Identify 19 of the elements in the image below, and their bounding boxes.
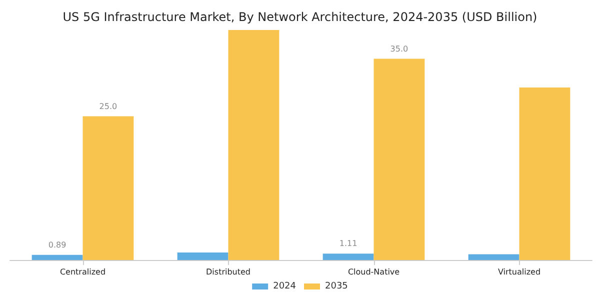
bar <box>374 58 425 260</box>
bar <box>519 88 570 260</box>
x-tick-label: Centralized <box>60 268 106 276</box>
bar <box>82 116 134 260</box>
bar <box>228 30 280 260</box>
data-label: 1.11 <box>339 239 358 248</box>
legend-label: 2024 <box>273 282 296 292</box>
x-tick-label: Virtualized <box>498 268 541 276</box>
data-label: 35.0 <box>390 44 408 54</box>
bar <box>322 254 374 260</box>
legend-label: 2035 <box>325 282 348 292</box>
x-tick-label: Cloud-Native <box>348 268 400 276</box>
bar <box>177 252 228 260</box>
x-tick-label: Distributed <box>206 268 250 276</box>
bar <box>468 254 520 260</box>
chart-title: US 5G Infrastructure Market, By Network Architecture, 2024-2035 (USD Billion) <box>62 10 538 24</box>
bar <box>32 254 83 260</box>
data-label: 0.89 <box>48 240 66 250</box>
data-label: 25.0 <box>99 102 118 111</box>
